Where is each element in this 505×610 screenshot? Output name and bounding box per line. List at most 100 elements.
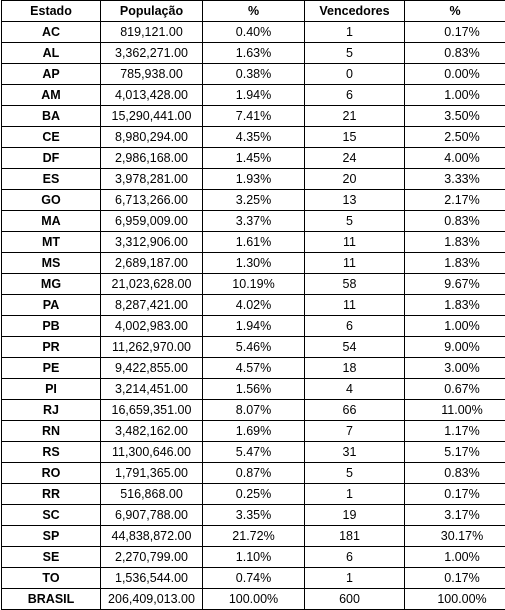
population-percent-cell: 5.46% [202,336,305,358]
state-cell: MT [1,231,101,253]
population-cell: 15,290,441.00 [100,105,203,127]
state-cell: SC [1,504,101,526]
state-cell: ES [1,168,101,190]
winners-cell: 6 [304,546,405,568]
state-cell: MG [1,273,101,295]
winners-percent-cell: 1.00% [404,84,505,106]
winners-cell: 7 [304,420,405,442]
population-percent-cell: 5.47% [202,441,305,463]
state-cell: DF [1,147,101,169]
population-percent-cell: 21.72% [202,525,305,547]
population-cell: 1,791,365.00 [100,462,203,484]
population-cell: 16,659,351.00 [100,399,203,421]
winners-percent-cell: 0.00% [404,63,505,85]
table-row: MT 3,312,906.00 1.61% 11 1.83% [1,231,505,253]
population-percent-cell: 0.74% [202,567,305,589]
winners-cell: 181 [304,525,405,547]
state-cell: RR [1,483,101,505]
population-cell: 4,013,428.00 [100,84,203,106]
table-row: PA 8,287,421.00 4.02% 11 1.83% [1,294,505,316]
population-percent-cell: 0.25% [202,483,305,505]
winners-cell: 21 [304,105,405,127]
table-row: ES 3,978,281.00 1.93% 20 3.33% [1,168,505,190]
winners-cell: 18 [304,357,405,379]
table-row: RR 516,868.00 0.25% 1 0.17% [1,483,505,505]
winners-percent-cell: 0.17% [404,567,505,589]
table-row: BA 15,290,441.00 7.41% 21 3.50% [1,105,505,127]
population-percent-cell: 1.69% [202,420,305,442]
population-cell: 6,907,788.00 [100,504,203,526]
population-percent-cell: 1.30% [202,252,305,274]
winners-percent-cell: 0.17% [404,483,505,505]
winners-cell: 31 [304,441,405,463]
state-cell: PI [1,378,101,400]
winners-percent-cell: 3.50% [404,105,505,127]
winners-cell: 13 [304,189,405,211]
state-cell: BRASIL [1,588,101,610]
population-cell: 3,978,281.00 [100,168,203,190]
winners-cell: 24 [304,147,405,169]
header-estado: Estado [1,0,101,22]
population-percent-cell: 4.02% [202,294,305,316]
population-percent-cell: 1.10% [202,546,305,568]
table-row: CE 8,980,294.00 4.35% 15 2.50% [1,126,505,148]
winners-cell: 5 [304,42,405,64]
population-cell: 8,287,421.00 [100,294,203,316]
population-percent-cell: 3.35% [202,504,305,526]
winners-percent-cell: 1.00% [404,315,505,337]
winners-cell: 15 [304,126,405,148]
population-percent-cell: 0.87% [202,462,305,484]
table-row: RS 11,300,646.00 5.47% 31 5.17% [1,441,505,463]
state-cell: PE [1,357,101,379]
winners-cell: 11 [304,231,405,253]
state-cell: AM [1,84,101,106]
state-cell: SP [1,525,101,547]
winners-percent-cell: 1.83% [404,252,505,274]
table-row: AC 819,121.00 0.40% 1 0.17% [1,21,505,43]
population-cell: 9,422,855.00 [100,357,203,379]
population-cell: 11,262,970.00 [100,336,203,358]
header-populacao-percent: % [202,0,305,22]
population-cell: 3,312,906.00 [100,231,203,253]
table-row: SC 6,907,788.00 3.35% 19 3.17% [1,504,505,526]
table-body: AC 819,121.00 0.40% 1 0.17% AL 3,362,271.00 1.6… [1,21,505,610]
winners-cell: 4 [304,378,405,400]
population-cell: 44,838,872.00 [100,525,203,547]
population-percent-cell: 1.61% [202,231,305,253]
state-cell: BA [1,105,101,127]
population-percent-cell: 1.93% [202,168,305,190]
winners-percent-cell: 0.83% [404,210,505,232]
winners-cell: 58 [304,273,405,295]
winners-percent-cell: 2.17% [404,189,505,211]
state-cell: PA [1,294,101,316]
state-cell: RJ [1,399,101,421]
population-cell: 6,959,009.00 [100,210,203,232]
winners-cell: 0 [304,63,405,85]
winners-cell: 11 [304,252,405,274]
winners-cell: 54 [304,336,405,358]
winners-percent-cell: 1.83% [404,231,505,253]
total-row: BRASIL 206,409,013.00 100.00% 600 100.00% [1,588,505,610]
winners-cell: 19 [304,504,405,526]
header-row: Estado População % Vencedores % [1,0,505,22]
winners-cell: 6 [304,315,405,337]
winners-percent-cell: 3.00% [404,357,505,379]
winners-cell: 600 [304,588,405,610]
population-cell: 11,300,646.00 [100,441,203,463]
population-percent-cell: 0.40% [202,21,305,43]
population-percent-cell: 3.25% [202,189,305,211]
table-row: PI 3,214,451.00 1.56% 4 0.67% [1,378,505,400]
state-cell: RO [1,462,101,484]
population-cell: 3,362,271.00 [100,42,203,64]
table-row: TO 1,536,544.00 0.74% 1 0.17% [1,567,505,589]
winners-percent-cell: 1.17% [404,420,505,442]
winners-percent-cell: 2.50% [404,126,505,148]
state-cell: GO [1,189,101,211]
population-percent-cell: 4.35% [202,126,305,148]
state-cell: TO [1,567,101,589]
population-percent-cell: 1.56% [202,378,305,400]
table-row: SP 44,838,872.00 21.72% 181 30.17% [1,525,505,547]
winners-percent-cell: 0.17% [404,21,505,43]
state-cell: SE [1,546,101,568]
